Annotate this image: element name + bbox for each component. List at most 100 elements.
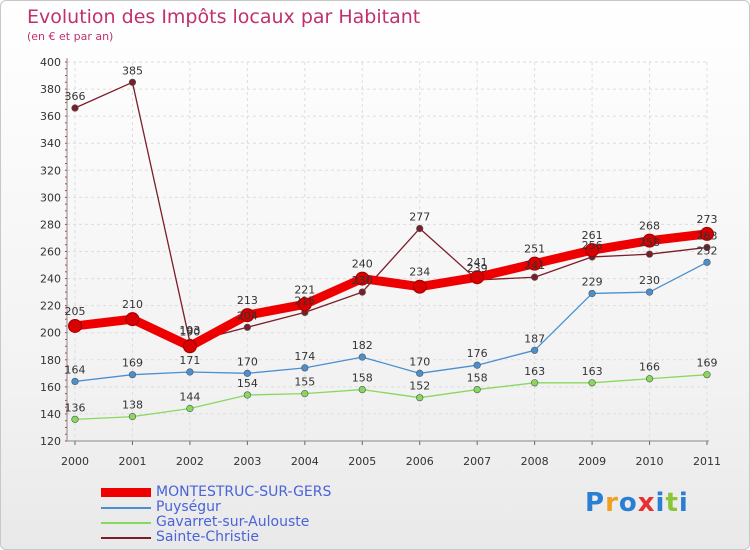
data-label: 366 <box>65 90 86 103</box>
data-point <box>642 233 657 248</box>
data-label: 187 <box>524 332 545 345</box>
data-point <box>588 289 596 298</box>
data-label: 169 <box>122 357 143 370</box>
data-point <box>645 288 654 296</box>
y-tick-label: 400 <box>40 56 61 69</box>
data-point <box>470 270 485 285</box>
x-tick-label: 2006 <box>406 455 434 468</box>
data-label: 169 <box>697 357 718 370</box>
data-label: 210 <box>122 298 143 311</box>
data-label: 241 <box>524 259 545 272</box>
data-point <box>412 279 427 294</box>
data-point <box>186 368 194 376</box>
data-point <box>416 394 424 402</box>
data-point <box>358 288 366 296</box>
y-tick-label: 200 <box>40 327 61 340</box>
data-label: 138 <box>122 399 143 412</box>
x-tick-label: 2010 <box>636 455 664 468</box>
data-point <box>588 379 596 387</box>
data-point <box>703 371 711 379</box>
data-label: 170 <box>237 355 258 368</box>
data-label: 154 <box>237 377 258 390</box>
x-tick-label: 2003 <box>233 455 261 468</box>
data-point <box>297 297 312 312</box>
y-tick-label: 260 <box>40 246 61 259</box>
data-label: 174 <box>294 350 315 363</box>
data-point <box>240 308 255 323</box>
data-label: 252 <box>697 244 718 257</box>
chart-title: Evolution des Impôts locaux par Habitant <box>27 6 421 28</box>
data-label: 229 <box>582 275 603 288</box>
logo-letter: i <box>678 488 689 518</box>
data-point <box>531 273 539 281</box>
proxiti-logo: Proxiti <box>585 488 689 518</box>
x-tick-label: 2004 <box>291 455 319 468</box>
data-point <box>416 369 424 377</box>
legend-swatch <box>101 506 151 509</box>
data-label: 170 <box>409 355 430 368</box>
data-label: 193 <box>179 324 200 337</box>
logo-letter: o <box>618 488 638 518</box>
legend-label: Sainte-Christie <box>156 529 259 545</box>
data-point <box>128 78 137 86</box>
y-tick-label: 120 <box>40 435 61 448</box>
data-point <box>531 346 539 354</box>
legend: MONTESTRUC-SUR-GERS Puységur Gavarret-su… <box>101 485 331 545</box>
x-tick-label: 2001 <box>118 455 146 468</box>
y-tick-label: 380 <box>40 83 61 96</box>
data-label: 163 <box>524 365 545 378</box>
data-point <box>71 104 79 112</box>
data-point <box>416 224 424 233</box>
data-point <box>527 256 542 271</box>
data-point <box>243 323 251 331</box>
logo-letter: i <box>655 488 666 518</box>
data-point <box>473 361 481 369</box>
series-line-1 <box>74 261 708 383</box>
data-point <box>700 226 714 241</box>
data-label: 136 <box>65 401 86 414</box>
data-label: 205 <box>65 305 86 318</box>
data-point <box>703 258 711 266</box>
logo-letter: t <box>665 488 679 518</box>
data-label: 240 <box>352 258 373 271</box>
data-label: 155 <box>294 376 315 389</box>
legend-item-puysegur[interactable]: Puységur <box>101 500 331 515</box>
data-point <box>71 377 79 386</box>
y-tick-label: 360 <box>40 110 61 123</box>
logo-letter: x <box>637 488 656 518</box>
data-point <box>355 271 370 286</box>
data-point <box>703 243 711 252</box>
data-label: 176 <box>467 347 488 360</box>
data-point <box>186 404 194 413</box>
data-label: 171 <box>179 354 200 367</box>
series-line-3 <box>74 81 708 343</box>
legend-swatch <box>101 536 151 539</box>
data-label: 221 <box>294 283 315 296</box>
data-label: 268 <box>639 220 660 233</box>
data-point <box>531 379 539 387</box>
data-label: 204 <box>237 309 258 322</box>
data-point <box>71 415 79 423</box>
data-label: 215 <box>294 294 315 307</box>
data-label: 234 <box>409 266 430 279</box>
series-line-0 <box>70 229 712 351</box>
legend-item-montestruc[interactable]: MONTESTRUC-SUR-GERS <box>101 485 331 500</box>
data-point <box>68 318 82 333</box>
legend-item-gavarret[interactable]: Gavarret-sur-Aulouste <box>101 515 331 530</box>
data-label: 261 <box>582 229 603 242</box>
y-tick-label: 140 <box>40 408 61 421</box>
data-label: 144 <box>179 391 200 404</box>
data-point <box>125 312 140 327</box>
legend-item-sainte-christie[interactable]: Sainte-Christie <box>101 530 331 545</box>
data-point <box>645 250 654 258</box>
x-tick-label: 2009 <box>578 455 606 468</box>
data-label: 213 <box>237 294 258 307</box>
data-label: 241 <box>467 256 488 269</box>
y-tick-label: 300 <box>40 191 61 204</box>
y-tick-label: 320 <box>40 164 61 177</box>
data-label: 230 <box>352 274 373 287</box>
data-label: 385 <box>122 64 143 77</box>
data-point <box>645 375 654 383</box>
legend-label: MONTESTRUC-SUR-GERS <box>156 484 332 500</box>
